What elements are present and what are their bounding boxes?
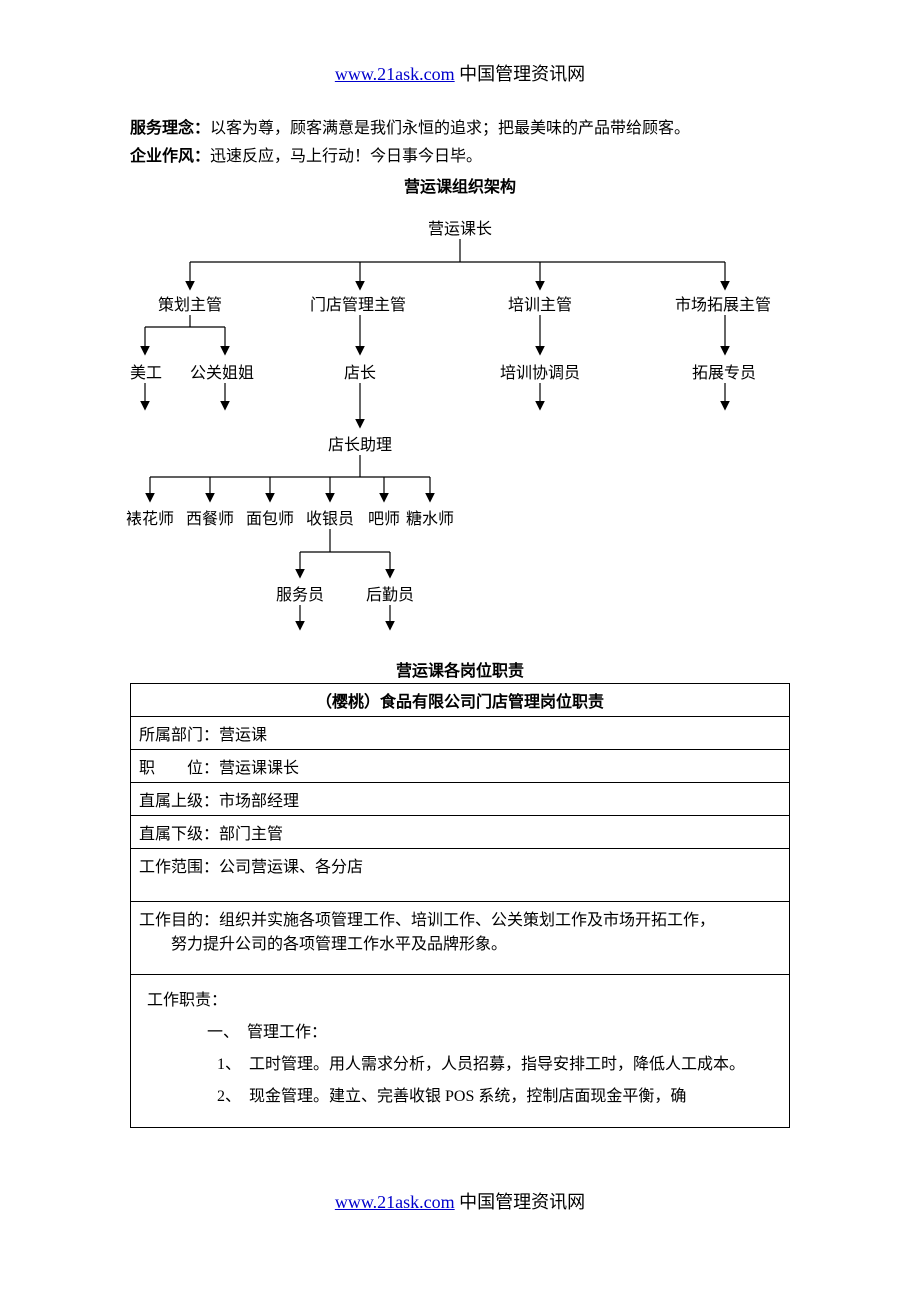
duties-item-2: 2、 现金管理。建立、完善收银 POS 系统，控制店面现金平衡，确 <box>217 1081 773 1113</box>
job-row-position: 职 位：营运课课长 <box>131 750 790 783</box>
job-row-objective: 工作目的：组织并实施各项管理工作、培训工作、公关策划工作及市场开拓工作， 努力提… <box>131 902 790 975</box>
org-node-trainer: 培训协调员 <box>500 359 580 383</box>
job-row-dept: 所属部门：营运课 <box>131 717 790 750</box>
org-node-market-mgr: 市场拓展主管 <box>675 291 771 315</box>
job-section-title: 营运课各岗位职责 <box>130 657 790 681</box>
duties-head: 工作职责： <box>147 985 773 1017</box>
service-concept-line: 服务理念：以客为尊，顾客满意是我们永恒的追求；把最美味的产品带给顾客。 <box>130 116 790 142</box>
org-node-expand: 拓展专员 <box>692 359 756 383</box>
footer-site-name: 中国管理资讯网 <box>459 1192 585 1212</box>
corporate-style-label: 企业作风： <box>130 148 210 165</box>
footer-link[interactable]: www.21ask.com <box>335 1192 455 1212</box>
org-node-store-mgr: 门店管理主管 <box>310 291 406 315</box>
header-site-name: 中国管理资讯网 <box>459 64 585 84</box>
page-footer: www.21ask.com 中国管理资讯网 <box>130 1188 790 1214</box>
job-row-superior: 直属上级：市场部经理 <box>131 783 790 816</box>
org-node-meigong: 美工 <box>130 359 162 383</box>
org-node-l6-1: 后勤员 <box>366 581 414 605</box>
org-node-pr: 公关姐姐 <box>190 359 254 383</box>
duties-group1-head: 一、 管理工作： <box>207 1017 773 1049</box>
service-concept-label: 服务理念： <box>130 120 210 137</box>
corporate-style-line: 企业作风：迅速反应，马上行动！今日事今日毕。 <box>130 144 790 170</box>
org-node-l6-0: 服务员 <box>276 581 324 605</box>
service-concept-text: 以客为尊，顾客满意是我们永恒的追求；把最美味的产品带给顾客。 <box>210 120 690 137</box>
org-node-l5-5: 糖水师 <box>406 505 454 529</box>
org-chart-title: 营运课组织架构 <box>130 173 790 197</box>
header-link[interactable]: www.21ask.com <box>335 64 455 84</box>
org-node-train-mgr: 培训主管 <box>508 291 572 315</box>
corporate-style-text: 迅速反应，马上行动！今日事今日毕。 <box>210 148 482 165</box>
org-node-l5-0: 裱花师 <box>126 505 174 529</box>
duties-item-1: 1、 工时管理。用人需求分析，人员招募，指导安排工时，降低人工成本。 <box>217 1049 773 1081</box>
document-page: www.21ask.com 中国管理资讯网 服务理念：以客为尊，顾客满意是我们永… <box>0 0 920 1264</box>
org-node-plan-mgr: 策划主管 <box>158 291 222 315</box>
org-node-assist: 店长助理 <box>328 431 392 455</box>
org-node-dianzh: 店长 <box>344 359 376 383</box>
job-table-title: （樱桃）食品有限公司门店管理岗位职责 <box>131 684 790 717</box>
job-table: （樱桃）食品有限公司门店管理岗位职责 所属部门：营运课 职 位：营运课课长 直属… <box>130 683 790 1128</box>
page-header: www.21ask.com 中国管理资讯网 <box>130 60 790 86</box>
org-node-root: 营运课长 <box>428 215 492 239</box>
job-row-subordinate: 直属下级：部门主管 <box>131 816 790 849</box>
job-row-scope: 工作范围：公司营运课、各分店 <box>131 849 790 902</box>
job-row-duties: 工作职责： 一、 管理工作： 1、 工时管理。用人需求分析，人员招募，指导安排工… <box>131 975 790 1128</box>
org-node-l5-4: 吧师 <box>368 505 400 529</box>
org-chart-lines <box>130 207 790 637</box>
org-node-l5-1: 西餐师 <box>186 505 234 529</box>
org-node-l5-3: 收银员 <box>306 505 354 529</box>
org-chart: 营运课长 策划主管 门店管理主管 培训主管 市场拓展主管 美工 公关姐姐 店长 … <box>130 207 790 637</box>
org-node-l5-2: 面包师 <box>246 505 294 529</box>
